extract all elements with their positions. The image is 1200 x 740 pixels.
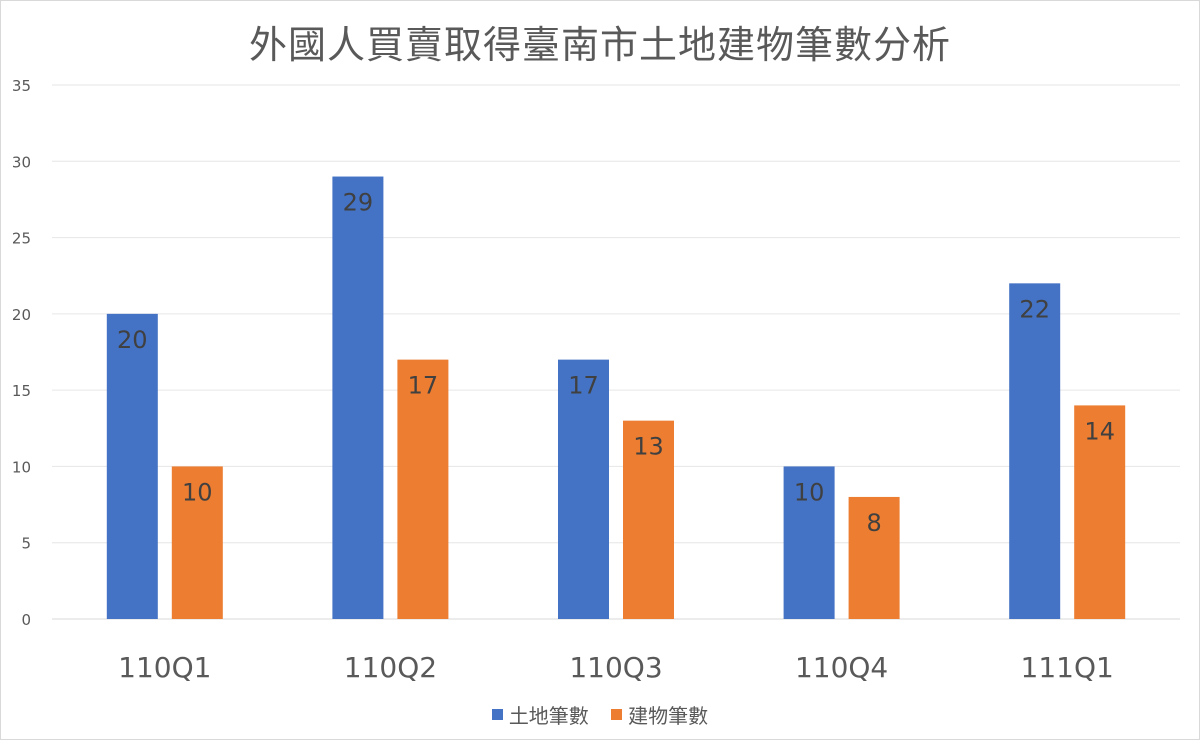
legend: 土地筆數 建物筆數 [0,700,1200,729]
data-label: 17 [568,372,599,400]
data-label: 14 [1084,417,1115,445]
bar [1009,283,1061,619]
data-label: 10 [182,478,213,506]
bar [1074,405,1126,619]
data-label: 10 [794,478,825,506]
bar [558,359,609,619]
data-label: 20 [117,326,148,354]
x-tick-label: 110Q4 [795,651,888,684]
y-tick-label: 10 [12,458,31,476]
x-tick-label: 110Q2 [344,651,437,684]
chart-title: 外國人買賣取得臺南市土地建物筆數分析 [248,23,951,67]
legend-label-land: 土地筆數 [508,704,589,728]
data-label: 13 [633,433,664,461]
legend-item-building: 建物筆數 [611,700,708,729]
data-label: 17 [408,372,439,400]
data-label: 29 [343,189,374,217]
legend-item-land: 土地筆數 [491,700,589,729]
bar [783,466,835,619]
legend-swatch-land [491,709,503,720]
y-tick-label: 30 [12,153,31,171]
legend-label-building: 建物筆數 [628,704,709,728]
bar [332,176,384,620]
x-tick-label: 111Q1 [1021,651,1114,684]
y-tick-label: 25 [12,230,31,248]
y-tick-label: 15 [12,382,31,400]
bar [848,496,900,619]
data-label: 8 [866,509,881,537]
bar [106,313,158,619]
x-tick-label: 110Q3 [569,651,662,684]
x-tick-label: 110Q1 [118,651,211,684]
y-tick-label: 35 [12,77,31,95]
y-tick-label: 0 [21,611,31,629]
bar [397,359,449,619]
y-tick-label: 20 [12,306,31,324]
data-label: 22 [1019,295,1050,323]
bar [623,420,674,619]
y-tick-label: 5 [21,535,31,553]
bar [171,466,223,619]
legend-swatch-building [611,709,623,720]
